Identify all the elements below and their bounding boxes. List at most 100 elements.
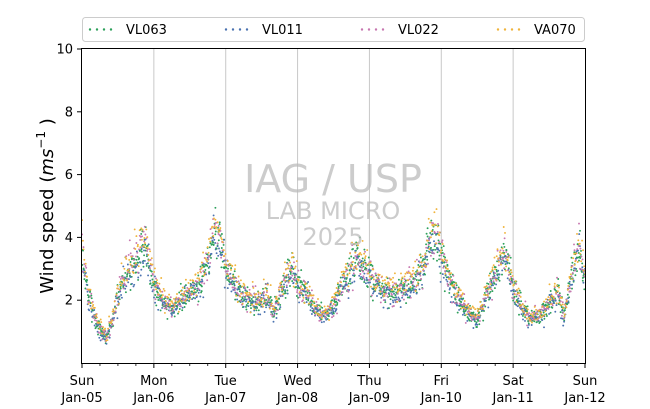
grid-lines — [153, 49, 514, 363]
data-point — [403, 283, 406, 285]
data-point — [429, 232, 432, 234]
data-point — [128, 258, 131, 261]
data-point — [216, 245, 219, 248]
data-point — [269, 296, 272, 298]
data-point — [213, 225, 216, 228]
data-point — [96, 324, 98, 327]
data-point — [388, 284, 391, 287]
data-point — [112, 319, 115, 321]
data-point — [533, 320, 536, 323]
data-point — [502, 226, 505, 228]
data-point — [461, 304, 464, 307]
data-point — [504, 231, 506, 234]
data-point — [409, 295, 411, 298]
data-point — [186, 294, 189, 297]
data-point — [530, 313, 532, 316]
data-point — [182, 302, 185, 305]
y-axis-label-text: Wind speed ( — [37, 176, 58, 294]
data-point — [133, 228, 136, 231]
data-point — [286, 267, 289, 270]
data-point — [135, 255, 137, 258]
data-point — [191, 298, 194, 301]
data-point — [402, 291, 405, 294]
data-point — [441, 241, 443, 244]
data-point — [429, 254, 432, 257]
data-point — [219, 227, 222, 229]
data-point — [418, 288, 421, 291]
data-point — [563, 317, 566, 320]
data-point — [348, 269, 351, 272]
data-point — [273, 305, 276, 308]
data-point — [152, 281, 155, 283]
data-point — [397, 289, 400, 292]
data-point — [330, 300, 332, 303]
data-point — [267, 296, 270, 299]
data-point — [147, 274, 150, 277]
data-point — [392, 284, 395, 287]
data-point — [559, 294, 562, 297]
data-point — [329, 307, 332, 310]
data-point — [439, 258, 442, 261]
data-point — [527, 316, 530, 319]
data-point — [188, 300, 191, 302]
y-tick-label: 8 — [65, 105, 73, 120]
data-point — [283, 277, 286, 280]
data-point — [486, 282, 489, 285]
data-point — [212, 243, 215, 246]
data-point — [275, 312, 278, 315]
data-point — [477, 317, 480, 319]
data-point — [364, 255, 367, 258]
data-point — [123, 267, 126, 270]
data-point — [517, 302, 520, 305]
data-point — [539, 320, 542, 323]
data-point — [360, 269, 363, 272]
data-point — [331, 299, 334, 302]
data-point — [108, 315, 111, 318]
data-point — [335, 308, 338, 311]
data-point — [286, 258, 289, 261]
data-point — [576, 261, 579, 263]
data-point — [569, 273, 572, 276]
data-point — [119, 285, 122, 288]
data-point — [448, 271, 450, 274]
data-point — [566, 303, 569, 306]
data-point — [419, 274, 422, 277]
data-point — [197, 271, 199, 274]
data-point — [399, 299, 402, 302]
data-point — [571, 283, 574, 286]
data-point — [421, 265, 424, 268]
data-point — [152, 284, 154, 287]
data-point — [335, 298, 338, 301]
data-point — [194, 273, 197, 276]
data-point — [294, 265, 297, 268]
data-point — [85, 266, 88, 269]
data-point — [523, 313, 526, 316]
data-point — [235, 294, 238, 297]
data-point — [438, 249, 441, 252]
data-point — [139, 274, 142, 277]
data-point — [213, 217, 215, 220]
data-point — [470, 317, 473, 319]
data-point — [563, 309, 566, 312]
x-tick-label: Jan-12 — [563, 391, 605, 406]
y-tick-label: 10 — [56, 43, 73, 58]
data-point — [129, 252, 132, 255]
data-point — [442, 245, 445, 248]
data-point — [331, 308, 334, 311]
data-point — [84, 262, 87, 265]
data-point — [200, 281, 203, 284]
data-point — [456, 302, 459, 305]
data-point — [336, 302, 339, 304]
data-point — [270, 299, 273, 302]
data-point — [346, 289, 349, 292]
data-point — [313, 305, 316, 308]
data-point — [298, 291, 301, 294]
data-point — [320, 321, 323, 324]
data-point — [225, 277, 227, 279]
data-point — [371, 273, 374, 276]
data-point — [143, 242, 146, 245]
data-point — [200, 290, 203, 293]
data-point — [321, 316, 323, 319]
data-point — [516, 305, 519, 308]
x-tick-day: Thu — [356, 374, 381, 389]
